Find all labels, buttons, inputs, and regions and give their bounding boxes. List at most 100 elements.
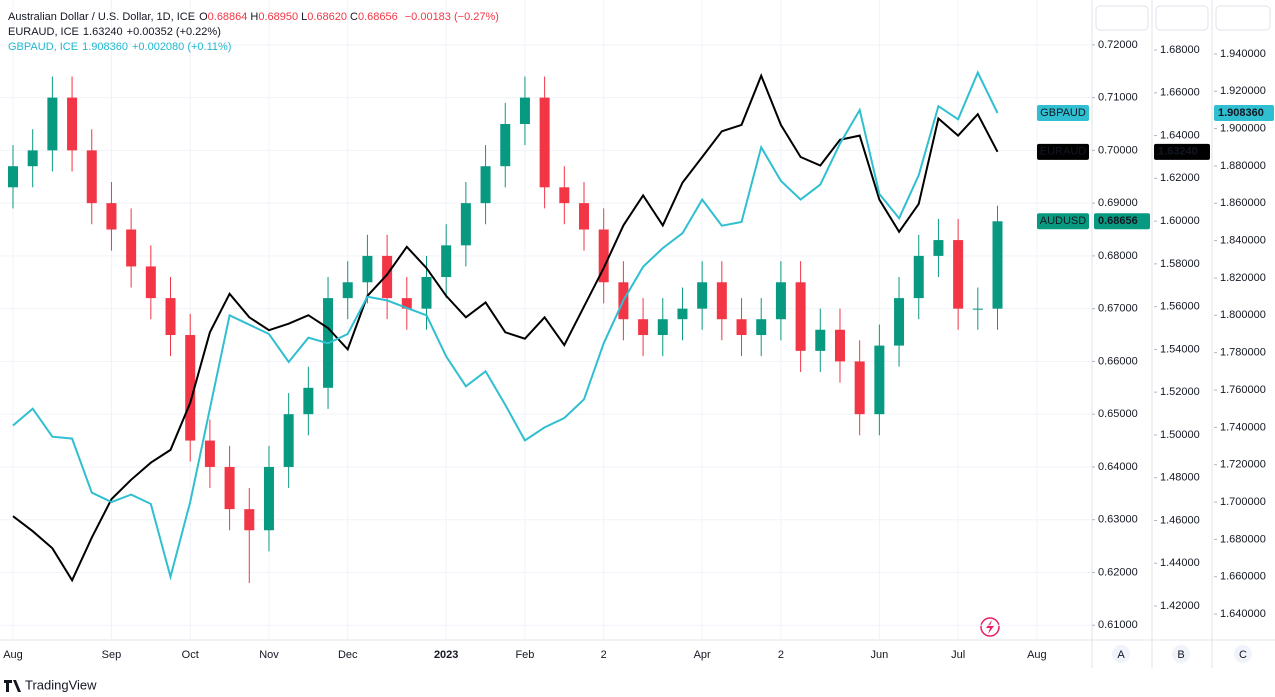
y-tick-label: 1.880000 <box>1220 160 1266 172</box>
y-tick-label: 1.42000 <box>1160 600 1200 612</box>
y-tick-label: 0.68000 <box>1098 250 1138 262</box>
change: −0.00183 (−0.27%) <box>404 11 499 23</box>
candle-body <box>874 345 885 415</box>
candle-body <box>854 361 865 415</box>
y-tick-label: 0.69000 <box>1098 197 1138 209</box>
legend-row: EURAUD, ICE 1.63240 +0.00352 (+0.22%) <box>8 25 503 40</box>
line-series <box>12 70 999 581</box>
candle-body <box>933 240 944 256</box>
x-tick-label: Jul <box>951 649 965 661</box>
y-tick-label: 1.58000 <box>1160 258 1200 270</box>
candle-body <box>8 166 18 188</box>
ohlc-item: C0.68656 <box>350 11 398 23</box>
price-badge <box>1214 105 1274 122</box>
candle-body <box>165 298 176 336</box>
candle-body <box>559 187 570 204</box>
x-tick-label: Feb <box>515 649 534 661</box>
candle-body <box>303 387 314 415</box>
legend-row: GBPAUD, ICE 1.908360 +0.002080 (+0.11%) <box>8 40 503 55</box>
x-tick-label: Aug <box>1027 649 1047 661</box>
y-tick-label: 1.50000 <box>1160 429 1200 441</box>
candle-body <box>283 414 294 467</box>
candle-body <box>244 509 255 531</box>
candle-body <box>263 466 274 531</box>
y-tick-label: 1.46000 <box>1160 514 1200 526</box>
candle-body <box>756 319 767 336</box>
ohlc-value: 0.68656 <box>357 11 398 23</box>
y-tick-label: 1.660000 <box>1220 571 1266 583</box>
y-tick-label: 0.71000 <box>1098 92 1138 104</box>
candle-body <box>67 97 78 151</box>
candle-body <box>677 308 688 320</box>
y-tick-label: 1.820000 <box>1220 272 1266 284</box>
x-tick-label: Apr <box>694 649 711 661</box>
candle-body <box>913 255 924 299</box>
legend-change: +0.002080 (+0.11%) <box>131 41 232 53</box>
ohlc-value: 0.68950 <box>258 11 299 23</box>
legend-name: EURAUD, ICE <box>8 26 79 38</box>
candle-body <box>539 97 550 188</box>
y-tick-label: 1.860000 <box>1220 197 1266 209</box>
axis-name-badge <box>1234 645 1252 663</box>
price-badge <box>1094 213 1150 230</box>
legend-value: 1.63240 <box>82 26 123 38</box>
ohlc-label: H <box>250 11 259 23</box>
series-badge-name: GBPAUD <box>1040 107 1086 119</box>
brand-logo[interactable] <box>4 680 21 692</box>
brand[interactable]: TradingView <box>25 677 97 692</box>
y-tick-label: 1.720000 <box>1220 459 1266 471</box>
candle-body <box>834 329 845 362</box>
y-tick-label: 0.64000 <box>1098 461 1138 473</box>
candle-body <box>657 319 668 336</box>
candle-body <box>775 282 786 320</box>
candle-body <box>106 203 117 230</box>
axis-button[interactable] <box>1155 5 1209 31</box>
candle-body <box>342 282 353 299</box>
candle-body <box>441 245 452 277</box>
candle-body <box>953 240 964 309</box>
axis-name-badge <box>1172 645 1190 663</box>
candle-body <box>894 298 905 346</box>
candle-body <box>185 335 196 441</box>
candle-body <box>638 319 649 336</box>
x-tick-label: Sep <box>102 649 122 661</box>
series-badge-name: EURAUD <box>1040 146 1087 158</box>
price-badge <box>1154 143 1210 160</box>
y-tick-label: 1.740000 <box>1220 421 1266 433</box>
candle-body <box>27 150 38 167</box>
candle-body <box>697 282 708 309</box>
lightning-icon[interactable] <box>980 617 1000 637</box>
candle-body <box>500 123 511 167</box>
candle-body <box>992 221 1003 309</box>
y-tick-label: 1.780000 <box>1220 347 1266 359</box>
x-tick-label: Dec <box>338 649 358 661</box>
y-tick-label: 1.68000 <box>1160 44 1200 56</box>
y-tick-label: 1.48000 <box>1160 472 1200 484</box>
y-tick-label: 1.54000 <box>1160 343 1200 355</box>
x-tick-label: 2 <box>601 649 607 661</box>
candle-body <box>86 150 97 204</box>
axis-button[interactable] <box>1095 5 1149 31</box>
ohlc-item: O0.68864 <box>199 11 247 23</box>
candle-body <box>795 282 806 351</box>
candle-body <box>224 466 235 510</box>
x-tick-label: 2 <box>778 649 784 661</box>
y-tick-label: 1.52000 <box>1160 386 1200 398</box>
candle-body <box>382 255 393 299</box>
ohlc-value: 0.68864 <box>207 11 248 23</box>
y-tick-label: 1.840000 <box>1220 235 1266 247</box>
axis-button[interactable] <box>1215 5 1271 31</box>
y-tick-label: 1.940000 <box>1220 48 1266 60</box>
y-tick-label: 0.65000 <box>1098 408 1138 420</box>
axis-name: C <box>1239 649 1247 661</box>
price-badge-label: 0.68656 <box>1098 215 1138 227</box>
series-badge <box>1037 143 1089 160</box>
candle-body <box>716 282 727 320</box>
candle-body <box>145 266 156 299</box>
ohlc-label: O <box>199 11 208 23</box>
x-tick-label: Jun <box>870 649 888 661</box>
legend-name: GBPAUD, ICE <box>8 41 79 53</box>
ohlc: O0.68864 H0.68950 L0.68620 C0.68656 <box>199 11 401 23</box>
y-tick-label: 1.680000 <box>1220 533 1266 545</box>
